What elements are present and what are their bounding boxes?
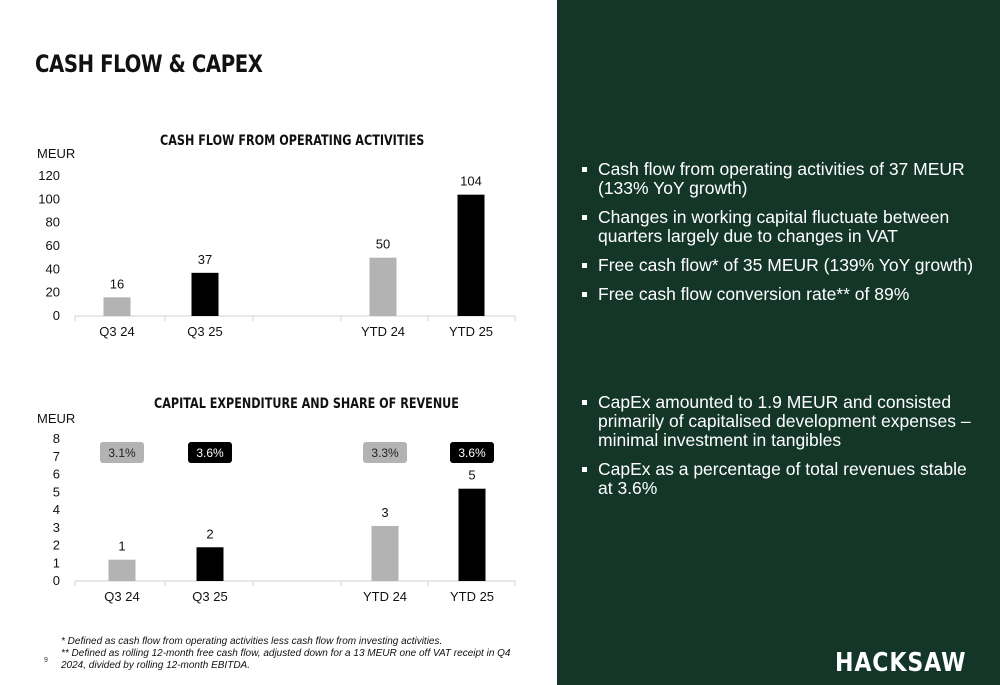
y-tick-label: 2 xyxy=(53,538,60,553)
bullet-item: CapEx as a percentage of total revenues … xyxy=(580,460,975,498)
y-tick-label: 1 xyxy=(53,555,60,570)
y-tick-label: 0 xyxy=(53,573,60,588)
chart-unit-cash-flow: MEUR xyxy=(37,146,76,161)
bullet-item: Free cash flow conversion rate** of 89% xyxy=(580,285,975,304)
data-label: 104 xyxy=(460,174,482,189)
share-badge-label: 3.6% xyxy=(196,446,224,460)
data-label: 5 xyxy=(468,468,475,483)
right-panel xyxy=(557,0,1000,685)
x-tick-label: YTD 25 xyxy=(449,324,493,339)
y-tick-label: 8 xyxy=(53,431,60,446)
footnote-conversion-rate: ** Defined as rolling 12-month free cash… xyxy=(61,648,511,671)
footnotes: * Defined as cash flow from operating ac… xyxy=(61,636,531,672)
bar xyxy=(371,525,399,581)
y-tick-label: 6 xyxy=(53,467,60,482)
data-label: 2 xyxy=(206,526,213,541)
bar xyxy=(369,257,397,316)
bullet-item: Changes in working capital fluctuate bet… xyxy=(580,208,975,246)
chart-unit-capex: MEUR xyxy=(37,411,76,426)
share-badge-label: 3.1% xyxy=(108,446,136,460)
bar xyxy=(191,272,219,316)
bullet-item: Cash flow from operating activities of 3… xyxy=(580,160,975,198)
bullet-item: CapEx amounted to 1.9 MEUR and consisted… xyxy=(580,393,975,450)
y-tick-label: 120 xyxy=(38,168,60,183)
y-tick-label: 80 xyxy=(46,215,60,230)
y-tick-label: 60 xyxy=(46,238,60,253)
cash-flow-chart: 0 20 40 60 80 100 120 16 Q3 24 37 Q3 25 50 YTD 24 104… xyxy=(38,168,516,339)
y-tick-label: 5 xyxy=(53,484,60,499)
bullet-item: Free cash flow* of 35 MEUR (139% YoY gro… xyxy=(580,256,975,275)
data-label: 16 xyxy=(110,276,124,291)
page-title: CASH FLOW & CAPEX xyxy=(35,50,263,78)
y-tick-label: 100 xyxy=(38,191,60,206)
share-badge xyxy=(100,442,144,463)
x-tick-label: Q3 25 xyxy=(187,324,222,339)
x-tick-label: Q3 24 xyxy=(104,589,139,604)
footnote-free-cash-flow: * Defined as cash flow from operating ac… xyxy=(61,636,443,647)
share-badge xyxy=(188,442,232,463)
x-tick-label: Q3 24 xyxy=(99,324,134,339)
y-tick-label: 0 xyxy=(53,308,60,323)
page-number: 9 xyxy=(44,657,48,664)
chart-title-capex: CAPITAL EXPENDITURE AND SHARE OF REVENUE xyxy=(154,396,459,412)
bar xyxy=(196,547,224,581)
data-label: 37 xyxy=(198,252,212,267)
y-tick-label: 20 xyxy=(46,285,60,300)
bar xyxy=(457,194,485,316)
bar xyxy=(458,488,486,581)
hacksaw-logo: HACKSAW xyxy=(835,648,967,678)
y-tick-label: 3 xyxy=(53,520,60,535)
bullet-list-capex: CapEx amounted to 1.9 MEUR and consisted… xyxy=(580,393,975,508)
x-tick-label: Q3 25 xyxy=(192,589,227,604)
data-label: 1 xyxy=(118,539,125,554)
bar xyxy=(108,559,136,581)
y-tick-label: 4 xyxy=(53,502,60,517)
x-tick-label: YTD 25 xyxy=(450,589,494,604)
share-badge-label: 3.3% xyxy=(371,446,399,460)
bullet-list-cash-flow: Cash flow from operating activities of 3… xyxy=(580,160,975,314)
y-tick-label: 40 xyxy=(46,261,60,276)
data-label: 50 xyxy=(376,237,390,252)
data-label: 3 xyxy=(381,505,388,520)
share-badge-label: 3.6% xyxy=(458,446,486,460)
share-badge xyxy=(363,442,407,463)
capex-chart: 0 1 2 3 4 5 6 7 8 1 Q3 24 3.1% 2 Q3 25 3.6% 3 YTD 24 3.3%… xyxy=(53,431,516,604)
chart-title-cash-flow: CASH FLOW FROM OPERATING ACTIVITIES xyxy=(160,133,425,149)
x-tick-label: YTD 24 xyxy=(361,324,405,339)
y-tick-label: 7 xyxy=(53,449,60,464)
bar xyxy=(103,297,131,316)
x-tick-label: YTD 24 xyxy=(363,589,407,604)
share-badge xyxy=(450,442,494,463)
